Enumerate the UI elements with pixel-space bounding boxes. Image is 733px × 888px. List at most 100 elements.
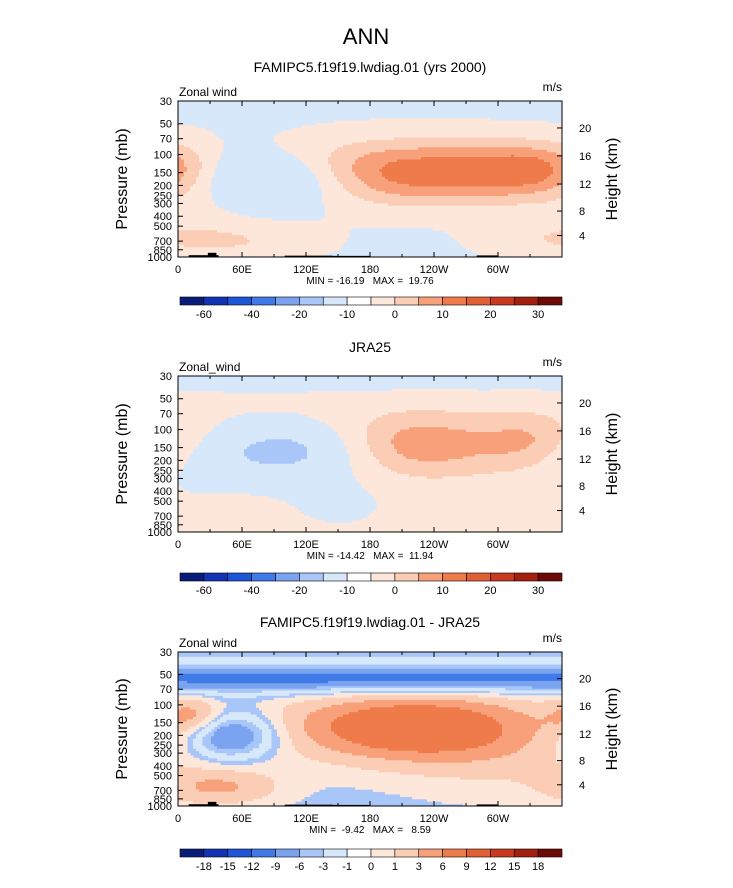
contour-cell [460,191,464,195]
contour-cell [403,208,407,212]
contour-cell [334,203,338,207]
contour-cell [328,237,332,241]
contour-cell [463,237,467,241]
contour-cell [415,169,419,173]
contour-cell [328,242,332,246]
contour-cell [379,140,383,143]
contour-cell [484,210,488,214]
contour-cell [493,142,497,146]
contour-cell [460,154,464,158]
contour-cell [328,244,332,248]
contour-cell [460,227,464,231]
contour-cell [349,147,353,151]
contour-cell [184,237,188,241]
contour-cell [421,191,425,195]
contour-cell [466,218,470,221]
contour-cell [400,154,404,158]
contour-cell [187,174,191,178]
contour-cell [502,225,506,229]
contour-cell [211,135,215,139]
contour-cell [331,235,335,238]
contour-cell [439,132,443,136]
contour-cell [469,130,473,134]
contour-cell [301,142,305,146]
contour-cell [502,188,506,192]
contour-cell [349,196,353,199]
contour-cell [439,198,443,202]
contour-cell [346,137,350,141]
contour-cell [436,152,440,156]
contour-cell [445,120,449,124]
contour-cell [280,135,284,139]
contour-cell [346,132,350,136]
contour-cell [232,213,236,217]
contour-cell [457,179,461,182]
contour-cell [517,200,521,204]
contour-cell [277,222,281,226]
contour-cell [406,157,410,160]
contour-cell [220,222,224,226]
contour-cell [454,137,458,141]
contour-cell [463,137,467,141]
contour-cell [355,164,359,168]
contour-cell [454,232,458,236]
contour-cell [433,203,437,207]
contour-cell [214,222,218,226]
contour-cell [190,242,194,246]
contour-cell [343,193,347,197]
contour-cell [325,203,329,207]
contour-cell [355,166,359,170]
contour-cell [214,225,218,229]
contour-cell [430,188,434,192]
contour-cell [304,159,308,163]
contour-cell [253,237,257,241]
contour-cell [181,142,185,146]
contour-cell [196,247,200,251]
contour-cell [379,166,383,170]
contour-cell [214,154,218,158]
contour-cell [469,149,473,153]
contour-cell [505,176,509,180]
contour-cell [370,137,374,141]
contour-cell [181,166,185,170]
contour-cell [514,188,518,192]
contour-cell [199,147,203,151]
contour-cell [376,198,380,202]
contour-cell [415,125,419,129]
contour-cell [202,159,206,163]
contour-cell [358,183,362,187]
contour-cell [193,130,197,134]
contour-cell [502,181,506,185]
contour-cell [520,208,524,212]
contour-cell [340,230,344,234]
contour-cell [421,171,425,175]
contour-cell [514,222,518,226]
contour-cell [427,130,431,134]
contour-cell [469,198,473,202]
contour-cell [274,252,278,256]
contour-cell [448,193,452,197]
contour-cell [514,169,518,173]
contour-cell [529,193,533,197]
contour-cell [460,205,464,209]
contour-cell [493,213,497,217]
contour-cell [526,242,530,246]
contour-cell [277,249,281,253]
contour-cell [493,191,497,195]
contour-cell [193,154,197,158]
contour-cell [502,254,506,257]
contour-cell [481,179,485,182]
contour-cell [424,198,428,202]
contour-cell [280,220,284,224]
contour-cell [499,232,503,236]
contour-cell [460,147,464,151]
contour-cell [445,154,449,158]
contour-cell [196,152,200,156]
contour-cell [316,171,320,175]
contour-cell [526,244,530,248]
contour-cell [238,232,242,236]
contour-cell [403,196,407,199]
contour-cell [496,218,500,221]
contour-cell [457,118,461,121]
contour-cell [199,183,203,187]
